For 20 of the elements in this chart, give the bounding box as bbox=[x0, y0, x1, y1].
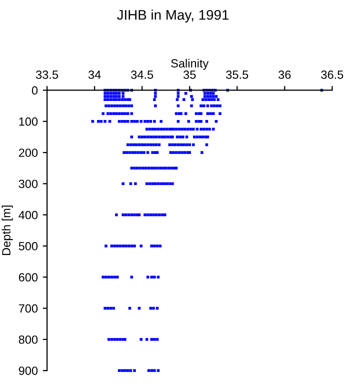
y-tick-label: 900 bbox=[18, 366, 38, 375]
x-axis-title: Salinity bbox=[171, 58, 209, 70]
y-tick-label: 100 bbox=[19, 117, 38, 126]
y-tick-label: 300 bbox=[18, 180, 38, 188]
x-tick-label: 34.5 bbox=[131, 70, 154, 79]
x-tick-label: 33.5 bbox=[36, 70, 58, 79]
x-tick-label: 36 bbox=[278, 70, 291, 79]
chart-title: JIHB in May, 1991 bbox=[116, 10, 229, 23]
y-tick-label: 700 bbox=[18, 304, 38, 313]
x-tick-label: 34 bbox=[88, 70, 101, 79]
x-tick-label: 36.5 bbox=[321, 70, 344, 79]
x-tick-label: 35 bbox=[183, 70, 196, 79]
y-tick-label: 0 bbox=[32, 86, 38, 95]
y-tick-label: 200 bbox=[18, 148, 38, 157]
y-axis-title: Depth [m] bbox=[2, 206, 13, 256]
x-tick-label: 35.5 bbox=[226, 70, 248, 79]
y-tick-label: 600 bbox=[18, 273, 38, 282]
y-tick-label: 800 bbox=[18, 335, 38, 344]
y-tick-label: 500 bbox=[18, 242, 38, 250]
y-tick-label: 400 bbox=[18, 210, 38, 220]
